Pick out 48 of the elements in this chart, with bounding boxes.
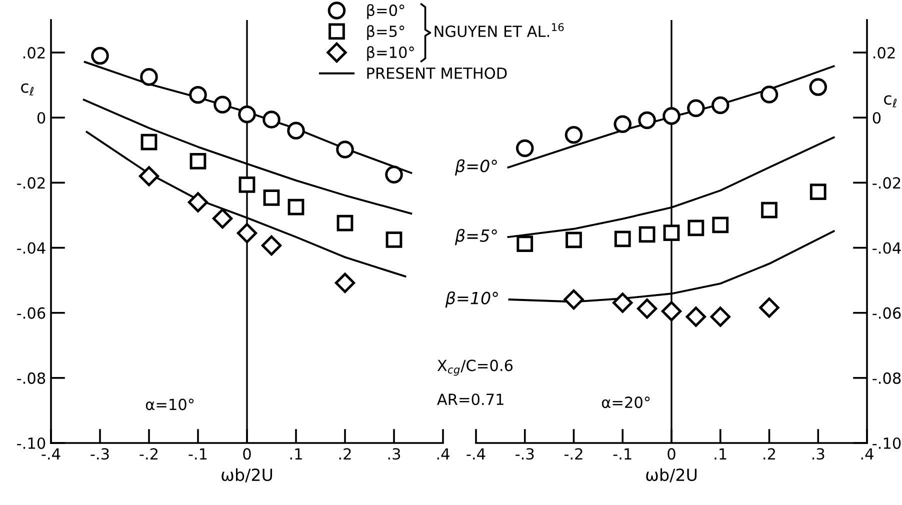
legend-label: β=5°: [367, 25, 404, 40]
legend-label: PRESENT METHOD: [367, 67, 507, 79]
x-tick-label: .4: [861, 448, 874, 460]
y-tick-label: -.06: [17, 307, 46, 319]
x-axis-title: ωb/2U: [222, 468, 272, 482]
x-tick-label: -.3: [90, 448, 109, 460]
y-tick-label: .02: [873, 47, 895, 59]
y-tick-label: -.08: [872, 372, 901, 384]
x-tick-label: -.2: [140, 448, 158, 460]
x-tick-label: .2: [339, 448, 351, 460]
y-axis-title: c$_{ℓ}$: [21, 83, 34, 96]
x-tick-label: -.1: [188, 448, 207, 460]
x-tick-label: -.4: [42, 448, 60, 460]
x-tick-label: -.4: [466, 448, 486, 460]
x-tick-label: 0: [243, 448, 251, 460]
y-tick-label: -.04: [872, 242, 901, 254]
series-label: β=0°: [454, 159, 497, 176]
x-tick-label: .3: [388, 448, 400, 460]
legend-label: β=10°: [367, 46, 414, 62]
series-label: β=10°: [445, 291, 498, 308]
x-tick-label: 0: [668, 448, 676, 460]
x-tick-label: .2: [764, 448, 776, 460]
x-axis-title: ωb/2U: [646, 468, 697, 482]
y-tick-label: -.04: [17, 242, 46, 254]
x-tick-label: .1: [714, 448, 726, 460]
x-tick-label: .4: [437, 448, 450, 460]
y-tick-label: -.06: [872, 307, 901, 319]
y-tick-label: .02: [23, 47, 45, 59]
legend-title: NGUYEN ET AL.$^{16}$: [434, 23, 564, 38]
y-tick-label: -.08: [17, 372, 46, 384]
y-tick-label: -.02: [17, 177, 45, 189]
annotation: X$_{cg}$/C=0.6: [437, 360, 513, 376]
x-tick-label: -.1: [613, 448, 632, 460]
annotation: AR=0.71: [437, 394, 504, 406]
x-tick-label: -.3: [516, 448, 534, 460]
y-tick-label: 0: [872, 112, 881, 124]
x-tick-label: .3: [812, 448, 824, 460]
annotation: α=20°: [602, 396, 650, 408]
series-label: β=5°: [454, 228, 497, 246]
y-tick-label: 0: [37, 112, 46, 124]
annotation: α=10°: [146, 398, 194, 410]
legend-label: β=0°: [367, 4, 404, 20]
y-tick-label: -.10: [17, 437, 46, 450]
x-tick-label: -.2: [564, 448, 582, 460]
x-tick-label: .1: [290, 448, 302, 460]
y-axis-title: c$_{ℓ}$: [884, 95, 897, 108]
y-tick-label: -.02: [872, 177, 900, 189]
y-tick-label: -.10: [872, 437, 901, 450]
